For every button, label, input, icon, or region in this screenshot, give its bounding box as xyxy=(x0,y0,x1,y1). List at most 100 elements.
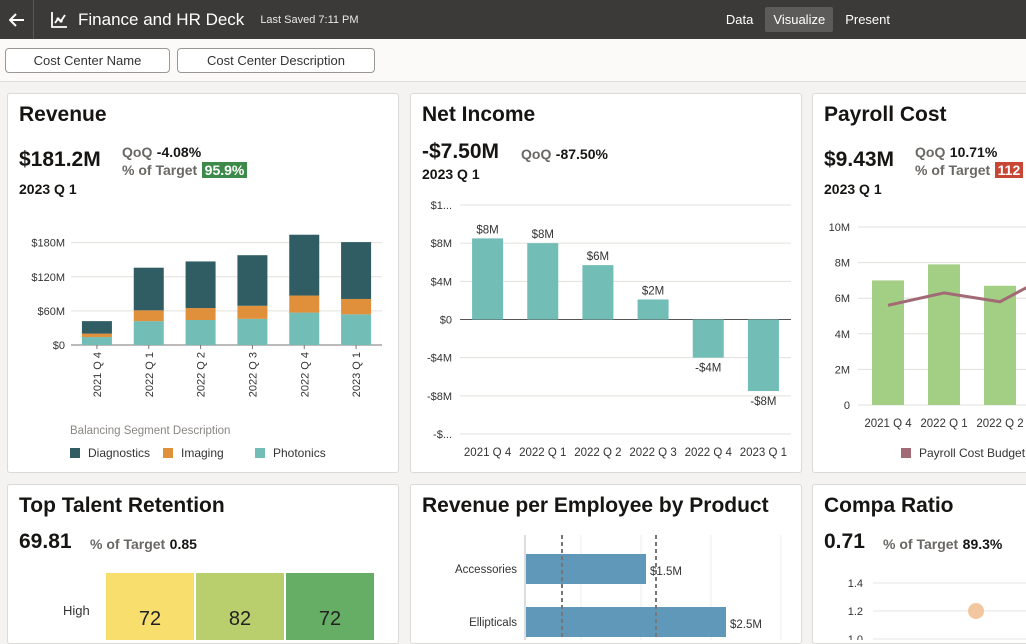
compa-card: Compa Ratio 0.71 % of Target 89.3% 1.0 1.… xyxy=(812,484,1026,644)
target-badge: 112 xyxy=(994,162,1024,178)
qoq-label: QoQ xyxy=(122,144,153,160)
y-tick-label: $0 xyxy=(53,340,65,352)
target-value: 89.3% xyxy=(962,536,1003,552)
tab-data[interactable]: Data xyxy=(725,12,754,27)
x-tick-label: 2022 Q 4 xyxy=(685,447,733,459)
y-tick-label: $1... xyxy=(431,200,452,212)
y-tick-label: 1.4 xyxy=(848,578,863,590)
x-tick-label: 2021 Q 4 xyxy=(464,447,512,459)
bar xyxy=(527,243,559,320)
x-tick-label: 2022 Q 2 xyxy=(574,447,621,459)
heatmap-value: 72 xyxy=(139,608,161,630)
data-label: $8M xyxy=(532,229,554,241)
bar xyxy=(526,554,646,584)
bar-segment xyxy=(185,308,216,320)
bar-segment xyxy=(185,261,216,309)
budget-line xyxy=(887,286,1026,307)
compa-chart: 1.0 1.2 1.4 xyxy=(848,578,1026,640)
target-label: % of Target xyxy=(90,536,166,552)
card-title: Net Income xyxy=(422,103,536,126)
bar xyxy=(928,264,960,405)
app-title: Finance and HR Deck xyxy=(78,9,245,29)
kpi-value: $9.43M xyxy=(824,148,895,171)
heatmap-value: 82 xyxy=(229,608,251,630)
kpi-value: -$7.50M xyxy=(422,140,500,163)
rpe-card: Revenue per Employee by Product Accessor… xyxy=(410,484,802,644)
filter-cost-center-description[interactable]: Cost Center Description xyxy=(177,48,375,73)
bar xyxy=(526,607,726,637)
legend-swatch xyxy=(163,448,173,458)
data-label: $2M xyxy=(642,285,664,297)
bar xyxy=(582,265,614,320)
y-tick-label: 6M xyxy=(835,293,850,305)
kpi-value: 0.71 xyxy=(824,530,865,553)
legend-swatch xyxy=(901,448,911,458)
y-tick-label: -$8M xyxy=(427,391,452,403)
mode-tabs: Data Visualize Present xyxy=(714,0,898,39)
payroll-chart: 0 2M 4M 6M 8M 10M 2021 Q 4 2022 Q 1 2022 Q 2 Payr… xyxy=(829,222,1026,460)
y-tick-label: $180M xyxy=(31,238,65,250)
filter-bar: Cost Center Name Cost Center Description xyxy=(0,39,1026,82)
bar xyxy=(872,280,904,405)
x-tick-label: 2021 Q 4 xyxy=(864,418,912,430)
kpi-qoq: QoQ 10.71% xyxy=(915,144,997,162)
legend-label: Payroll Cost Budget xyxy=(919,446,1026,460)
x-tick-label: 2022 Q 1 xyxy=(144,352,156,397)
legend-label: Diagnostics xyxy=(88,446,150,460)
y-tick-label: 1.0 xyxy=(848,634,863,640)
x-tick-label: 2021 Q 4 xyxy=(92,352,104,397)
target-label: % of Target xyxy=(122,162,198,178)
data-label: $8M xyxy=(476,224,498,236)
bar xyxy=(747,319,779,392)
bar-segment xyxy=(341,314,372,345)
kpi-target: % of Target 0.85 xyxy=(90,536,197,554)
y-tick-label: 8M xyxy=(835,258,850,270)
rpe-chart: Accessories $1.5M Ellipticals $2.5M xyxy=(455,535,782,640)
talent-card: Top Talent Retention 69.81 % of Target 0… xyxy=(7,484,399,644)
category-label: Ellipticals xyxy=(469,617,517,629)
top-bar: Finance and HR Deck Last Saved 7:11 PM D… xyxy=(0,0,1026,39)
y-tick-label: $4M xyxy=(431,276,452,288)
heatmap-cell xyxy=(286,573,374,640)
bar xyxy=(637,299,669,320)
legend-label: Imaging xyxy=(181,446,224,460)
card-title: Compa Ratio xyxy=(824,494,954,517)
bar-segment xyxy=(133,310,164,322)
bar-segment xyxy=(81,321,112,334)
heatmap-value: 72 xyxy=(319,608,341,630)
qoq-value: -4.08% xyxy=(156,144,202,160)
bar-segment xyxy=(237,255,268,306)
target-value: 0.85 xyxy=(169,536,197,552)
kpi-target: % of Target 112 xyxy=(915,162,1024,180)
kpi-period: 2023 Q 1 xyxy=(19,181,77,197)
bar xyxy=(472,238,504,320)
y-tick-label: $60M xyxy=(37,306,65,318)
bar-segment xyxy=(237,318,268,345)
row-label: High xyxy=(63,603,90,618)
tab-visualize[interactable]: Visualize xyxy=(765,7,834,32)
bar-segment xyxy=(341,298,372,315)
x-tick-label: 2022 Q 2 xyxy=(196,352,208,397)
revenue-card: Revenue $181.2M QoQ -4.08% % of Target 9… xyxy=(7,93,399,473)
filter-cost-center-name[interactable]: Cost Center Name xyxy=(5,48,170,73)
bar-segment xyxy=(341,242,372,299)
kpi-value: $181.2M xyxy=(19,148,101,171)
revenue-chart: $0 $60M $120M $180M 2021 Q 4 2022 Q 1 2022 Q 2… xyxy=(31,234,382,460)
bar-segment xyxy=(81,337,112,345)
card-title: Revenue xyxy=(19,103,107,126)
data-label: $1.5M xyxy=(650,566,682,578)
y-tick-label: $8M xyxy=(431,238,452,250)
x-tick-label: 2022 Q 3 xyxy=(629,447,676,459)
kpi-qoq: QoQ -4.08% xyxy=(122,144,201,162)
y-tick-label: 4M xyxy=(835,329,850,341)
legend-swatch xyxy=(70,448,80,458)
bar-segment xyxy=(289,234,320,296)
data-label: $2.5M xyxy=(730,619,762,631)
target-label: % of Target xyxy=(883,536,959,552)
back-arrow-icon[interactable] xyxy=(0,0,34,39)
y-tick-label: 2M xyxy=(835,364,850,376)
y-tick-label: 1.2 xyxy=(848,606,863,618)
payroll-card: Payroll Cost $9.43M QoQ 10.71% % of Targ… xyxy=(812,93,1026,473)
kpi-target: % of Target 89.3% xyxy=(883,536,1002,554)
tab-present[interactable]: Present xyxy=(845,12,890,27)
